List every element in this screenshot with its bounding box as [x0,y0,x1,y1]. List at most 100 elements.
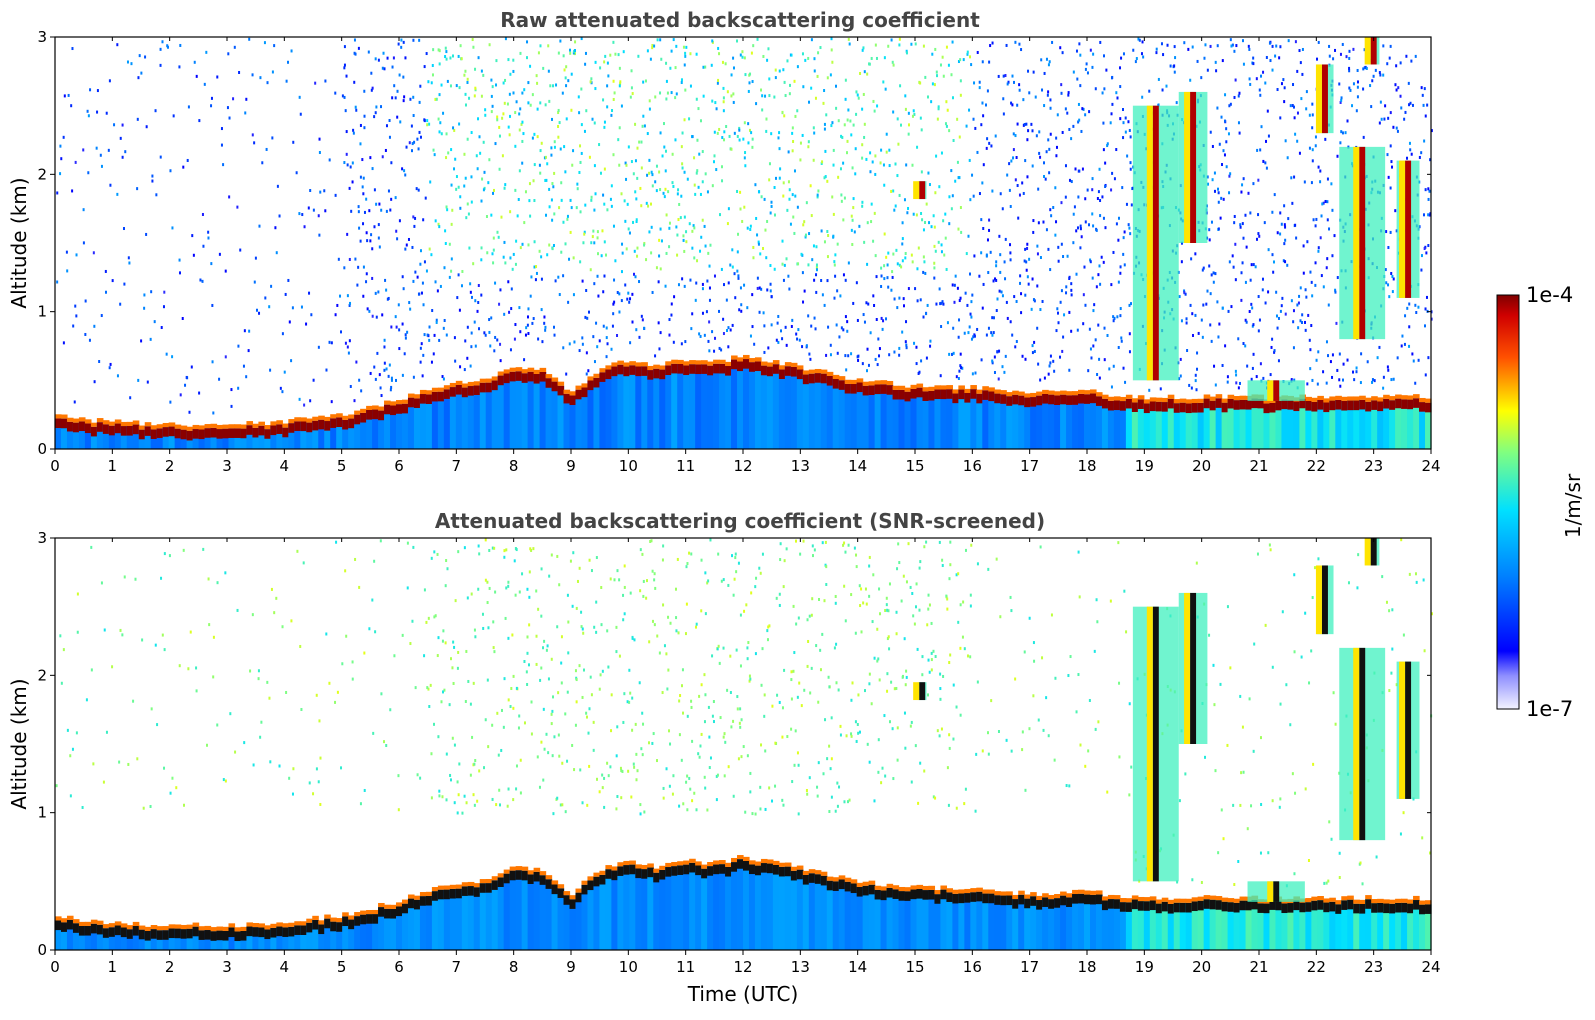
noise-pixel [721,136,724,140]
noise-pixel [968,158,971,162]
noise-pixel [722,317,725,321]
noise-pixel [814,96,817,100]
noise-pixel [385,124,388,128]
noise-pixel [559,147,562,151]
noise-pixel [752,44,755,48]
aerosol-layer-column [473,385,481,449]
noise-pixel [602,98,605,102]
noise-pixel [299,644,302,648]
noise-pixel [729,654,732,658]
noise-pixel [1397,86,1400,90]
boundary-layer-band [467,886,475,896]
noise-pixel [449,773,452,777]
boundary-layer-band [1143,403,1151,414]
noise-pixel [528,182,531,186]
noise-pixel [874,172,877,176]
noise-pixel [248,37,251,41]
aerosol-layer-column [994,393,1001,449]
noise-pixel [169,791,172,795]
noise-pixel [1359,381,1362,385]
noise-pixel [958,135,961,139]
noise-pixel [852,123,855,127]
noise-pixel [341,94,344,98]
boundary-layer-band [360,914,367,925]
noise-pixel [812,126,815,130]
noise-pixel [874,254,877,258]
noise-pixel [782,278,785,282]
noise-pixel [1099,40,1102,44]
noise-pixel [82,148,85,152]
noise-pixel [829,343,832,347]
noise-pixel [527,243,530,247]
noise-pixel [85,698,88,702]
noise-pixel [567,300,570,304]
noise-pixel [453,336,456,340]
noise-pixel [1216,44,1219,48]
boundary-layer-edge [856,378,864,383]
boundary-layer-edge [455,884,463,889]
noise-pixel [716,773,719,777]
noise-pixel [548,243,551,247]
noise-pixel [371,276,374,280]
aerosol-layer-column [677,364,684,449]
noise-pixel [985,146,988,150]
boundary-layer-edge [497,873,505,878]
noise-pixel [904,256,907,260]
x-tick-label: 11 [676,457,695,475]
noise-pixel [980,123,983,127]
noise-pixel [726,90,729,94]
noise-pixel [640,314,643,318]
aerosol-layer-column [695,364,702,449]
noise-pixel [1110,188,1113,192]
boundary-layer-edge [1167,394,1175,399]
noise-pixel [978,86,981,90]
boundary-layer-band [1179,402,1187,413]
noise-pixel [1216,106,1219,110]
boundary-layer-edge [473,883,481,888]
noise-pixel [869,170,872,174]
noise-pixel [757,190,760,194]
noise-pixel [893,208,896,212]
noise-pixel [551,218,554,222]
noise-pixel [677,218,680,222]
noise-pixel [1257,232,1260,236]
noise-pixel [952,351,955,355]
noise-pixel [756,286,759,290]
noise-pixel [519,51,522,55]
noise-pixel [770,323,773,327]
noise-pixel [649,539,652,543]
noise-pixel [507,58,510,62]
noise-pixel [1252,263,1255,267]
noise-pixel [385,367,388,371]
noise-pixel [450,657,452,661]
noise-pixel [764,807,767,811]
noise-pixel [452,681,455,685]
noise-pixel [564,242,567,246]
boundary-layer-band [772,864,780,875]
noise-pixel [793,763,796,767]
aerosol-layer-column [168,426,176,449]
noise-pixel [790,670,793,674]
noise-pixel [425,620,428,624]
noise-pixel [389,708,392,712]
noise-pixel [990,331,993,335]
boundary-layer-edge [479,378,487,383]
noise-pixel [1098,264,1101,268]
noise-pixel [713,154,716,158]
boundary-layer-band [198,429,206,440]
aerosol-layer-column [1209,400,1217,449]
noise-pixel [784,325,787,329]
noise-pixel [706,279,709,283]
noise-pixel [774,741,777,745]
boundary-layer-band [569,395,577,406]
noise-pixel [1009,204,1012,208]
noise-pixel [1221,59,1224,63]
noise-pixel [1026,175,1029,179]
noise-pixel [1317,165,1320,169]
noise-pixel [727,583,730,587]
noise-pixel [472,262,475,266]
noise-pixel [689,787,692,791]
noise-pixel [1385,281,1388,285]
noise-pixel [540,277,543,281]
noise-pixel [121,633,124,637]
